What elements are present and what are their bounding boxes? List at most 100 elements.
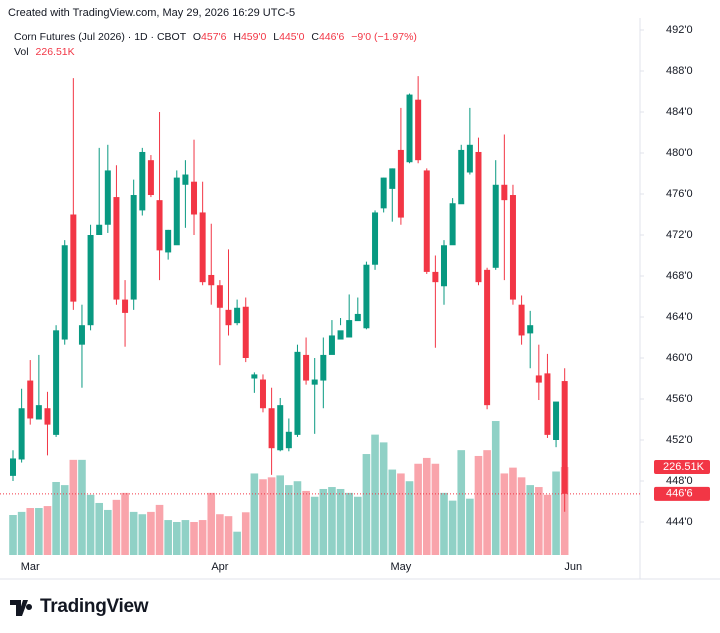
- candle-body: [182, 174, 189, 185]
- candle-body: [104, 170, 111, 225]
- y-tick-label: 480'0: [666, 147, 693, 159]
- candle-body: [87, 235, 94, 326]
- volume-bar: [190, 521, 198, 555]
- candle-body: [147, 160, 154, 196]
- candle-body: [363, 264, 370, 329]
- price-badge-label: 446'6: [666, 488, 693, 500]
- y-tick-label: 448'0: [666, 475, 693, 487]
- ohlc-value: 459'0: [240, 31, 267, 43]
- candle-body: [268, 408, 275, 449]
- volume-bar: [431, 463, 440, 555]
- volume-bar: [371, 434, 379, 555]
- candle-body: [294, 351, 301, 435]
- candle-body: [441, 245, 447, 287]
- volume-bar: [207, 492, 216, 555]
- ohlc-key: O: [192, 31, 202, 43]
- candle-body: [122, 299, 129, 313]
- ohlc-value: 446'6: [318, 31, 345, 43]
- volume-bar: [500, 473, 509, 555]
- ohlc-key: C: [311, 31, 319, 43]
- volume-bar: [491, 421, 500, 555]
- candle-body: [242, 306, 249, 358]
- y-tick-label: 444'0: [666, 516, 693, 528]
- candle-body: [544, 373, 551, 435]
- candle-body: [35, 405, 42, 420]
- x-tick-label: Jun: [564, 561, 582, 573]
- candle-body: [208, 274, 215, 286]
- volume-bar: [397, 473, 405, 555]
- volume-bar: [155, 504, 164, 555]
- volume-bar: [233, 531, 241, 555]
- y-tick-label: 452'0: [666, 434, 693, 446]
- volume-bar: [336, 488, 345, 555]
- volume-bar: [526, 485, 534, 555]
- y-tick-label: 468'0: [666, 270, 693, 282]
- candle-body: [259, 379, 266, 409]
- candle-body: [346, 320, 353, 338]
- candle-body: [458, 149, 465, 205]
- candle-body: [311, 379, 318, 385]
- volume-value: 226.51K: [35, 46, 75, 58]
- legend: Corn Futures (Jul 2026) · 1D · CBOT O457…: [14, 30, 417, 60]
- candle-body: [216, 285, 223, 308]
- ohlc-key: L: [273, 31, 280, 43]
- logo-shape: [10, 600, 33, 616]
- candle-body: [415, 99, 422, 161]
- volume-bar: [474, 455, 483, 555]
- candle-body: [484, 269, 491, 406]
- y-tick-label: 484'0: [666, 106, 693, 118]
- volume-bar: [285, 485, 293, 555]
- candle-body: [518, 304, 525, 336]
- y-tick-label: 460'0: [666, 352, 693, 364]
- change: −9'0 (−1.97%): [351, 31, 417, 43]
- volume-bar: [517, 477, 526, 555]
- volume-bar: [319, 488, 328, 555]
- volume-bar: [129, 511, 138, 555]
- volume-key: Vol: [14, 46, 29, 58]
- title: Corn Futures (Jul 2026) · 1D · CBOT: [14, 31, 186, 43]
- candle-body: [423, 170, 430, 272]
- volume-bar: [354, 496, 362, 555]
- volume-bar: [9, 515, 17, 555]
- ohlc-value: 445'0: [279, 31, 305, 43]
- candle-body: [61, 245, 68, 340]
- volume-bar: [259, 479, 267, 555]
- volume-bar: [17, 511, 26, 555]
- volume-bar: [241, 512, 250, 555]
- volume-bar: [224, 516, 233, 555]
- logo-icon: [10, 600, 33, 616]
- volume-bar: [405, 481, 414, 555]
- volume-bar: [422, 457, 431, 555]
- candle-body: [277, 405, 284, 451]
- volume-bar: [78, 459, 86, 555]
- volume-bar: [43, 506, 52, 555]
- volume-bar: [138, 514, 147, 555]
- volume-bar: [379, 442, 388, 555]
- candle-body: [492, 184, 499, 268]
- volume-bar: [345, 492, 353, 555]
- volume-bar: [69, 459, 78, 555]
- y-tick-label: 456'0: [666, 393, 693, 405]
- volume-badge: [654, 460, 710, 474]
- candle-body: [251, 374, 258, 379]
- volume-bar: [112, 499, 121, 555]
- candle-body: [449, 203, 456, 246]
- volume-bar: [172, 521, 181, 555]
- volume-bar: [86, 494, 95, 555]
- volume-bar: [543, 494, 552, 555]
- volume-bar: [362, 454, 371, 555]
- candle-body: [53, 330, 60, 435]
- candle-body: [285, 431, 292, 449]
- volume-bar: [440, 492, 448, 555]
- candle-body: [406, 94, 413, 163]
- candle-body: [234, 307, 241, 324]
- volume-bar: [302, 490, 310, 555]
- volume-bar: [535, 487, 543, 555]
- volume-bar: [414, 463, 422, 555]
- candle-body: [320, 354, 327, 381]
- candle-body: [96, 224, 103, 235]
- candle-body: [397, 149, 404, 218]
- candle-body: [113, 197, 120, 300]
- candle-body: [44, 408, 51, 425]
- candle-body: [328, 335, 335, 355]
